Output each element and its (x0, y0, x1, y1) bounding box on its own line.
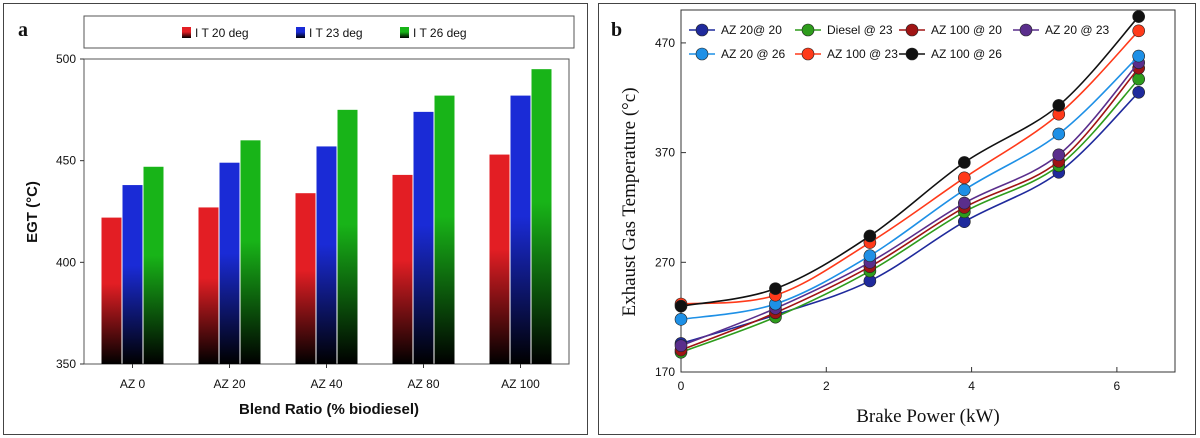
legend-marker-1 (801, 23, 815, 37)
panel-letter: a (18, 19, 28, 41)
chart-panel-b: b 170 270 370 470 0 2 4 6 AZ 20@ 20 Diesel @ 23 AZ … (598, 3, 1196, 435)
bar-AZ0-2 (143, 166, 164, 364)
legend-label-1: Diesel @ 23 (827, 23, 893, 37)
point-6-5 (1132, 10, 1145, 23)
point-6-1 (769, 282, 782, 295)
legend-label-0: I T 20 deg (195, 26, 249, 40)
legend-swatch-0 (182, 27, 191, 38)
bar-AZ80-0 (392, 174, 413, 364)
legend-label-2: I T 26 deg (413, 26, 467, 40)
point-4-5 (1132, 49, 1145, 63)
x-tick-label: AZ 100 (501, 377, 540, 391)
bar-AZ20-2 (240, 140, 261, 364)
bar-AZ20-1 (219, 162, 240, 364)
legend-marker-5 (801, 47, 815, 61)
point-0-5 (1132, 85, 1145, 99)
bar-AZ100-1 (510, 95, 531, 364)
legend-marker-4 (695, 47, 709, 61)
bar-AZ40-0 (295, 193, 316, 364)
legend-swatch-1 (296, 27, 305, 38)
bar-AZ0-1 (122, 185, 143, 364)
y-axis-label: Exhaust Gas Temperature (°c) (619, 87, 640, 316)
y-tick-label: 450 (56, 154, 76, 168)
point-6-3 (958, 156, 971, 169)
point-3-4 (1052, 148, 1066, 162)
bar-AZ0-0 (101, 217, 122, 364)
legend-label-1: I T 23 deg (309, 26, 363, 40)
y-tick-label: 400 (56, 255, 76, 269)
x-tick-label: AZ 20 (213, 377, 245, 391)
point-6-2 (863, 229, 877, 243)
point-6-0 (674, 299, 688, 313)
legend-label-5: AZ 100 @ 23 (827, 47, 898, 61)
y-tick-label: 500 (56, 52, 76, 66)
line-chart-svg: b 170 270 370 470 0 2 4 6 AZ 20@ 20 Diesel @ 23 AZ … (611, 9, 1176, 427)
series-line-1 (680, 78, 1140, 354)
legend-marker-6 (905, 47, 919, 61)
point-3-3 (958, 196, 971, 210)
bar-AZ100-2 (531, 69, 552, 365)
y-axis-label: EGT (°C) (24, 181, 41, 243)
series-line-2 (680, 67, 1140, 351)
x-tick-label: AZ 0 (120, 377, 146, 391)
legend-label-0: AZ 20@ 20 (721, 23, 782, 37)
legend-label-6: AZ 100 @ 26 (931, 47, 1002, 61)
x-tick-label: 2 (823, 379, 830, 393)
bar-AZ100-0 (489, 154, 510, 364)
point-1-5 (1132, 72, 1145, 86)
bar-AZ40-1 (316, 146, 337, 364)
legend-label-4: AZ 20 @ 26 (721, 47, 786, 61)
x-axis-label: Blend Ratio (% biodiesel) (239, 401, 419, 418)
point-6-4 (1052, 99, 1066, 112)
point-4-3 (958, 183, 971, 197)
bar-AZ40-2 (337, 109, 358, 364)
legend-label-3: AZ 20 @ 23 (1045, 23, 1110, 37)
y-tick-label: 470 (655, 36, 675, 50)
legend-box (83, 15, 575, 49)
y-tick-label: 370 (655, 146, 675, 160)
point-4-4 (1052, 127, 1066, 141)
point-4-2 (863, 249, 877, 263)
x-tick-label: 6 (1114, 379, 1121, 393)
legend-marker-0 (695, 23, 709, 37)
x-tick-label: AZ 40 (310, 377, 342, 391)
x-tick-label: 0 (678, 379, 685, 393)
bar-AZ20-0 (198, 207, 219, 364)
x-axis-label: Brake Power (kW) (856, 406, 1000, 427)
point-5-3 (958, 171, 971, 185)
y-tick-label: 270 (655, 255, 675, 269)
legend-swatch-2 (400, 27, 409, 38)
series-line-3 (680, 62, 1140, 347)
legend-marker-3 (1019, 23, 1033, 37)
point-3-0 (674, 339, 688, 352)
bar-AZ80-1 (413, 111, 434, 364)
point-5-5 (1132, 24, 1145, 38)
bar-AZ80-2 (434, 95, 455, 364)
bar-chart-svg: a I T 20 deg I T 23 deg I T 26 deg 350 400 450… (18, 15, 575, 418)
point-4-0 (674, 313, 688, 326)
panel-letter: b (611, 19, 622, 41)
x-tick-label: 4 (968, 379, 975, 393)
x-tick-label: AZ 80 (407, 377, 439, 391)
legend-label-2: AZ 100 @ 20 (931, 23, 1002, 37)
legend-marker-2 (905, 23, 919, 37)
chart-panel-a: a I T 20 deg I T 23 deg I T 26 deg 350 400 450… (3, 3, 588, 435)
y-tick-label: 350 (56, 357, 76, 371)
y-tick-label: 170 (655, 365, 675, 379)
